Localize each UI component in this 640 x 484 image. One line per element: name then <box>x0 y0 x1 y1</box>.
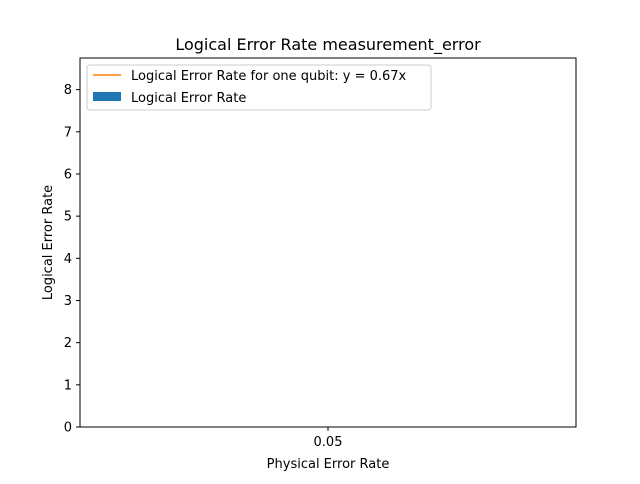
y-tick-label: 8 <box>64 83 72 98</box>
y-tick-label: 7 <box>64 125 72 140</box>
y-tick-label: 6 <box>64 167 72 182</box>
y-tick-label: 2 <box>64 336 72 351</box>
plot-area-frame <box>79 57 577 428</box>
x-tick-label: 0.05 <box>314 435 343 450</box>
x-axis-label: Physical Error Rate <box>267 457 390 472</box>
legend: Logical Error Rate for one qubit: y = 0.… <box>86 64 432 111</box>
y-tick-label: 5 <box>64 210 72 225</box>
y-axis-ticks: 0 1 2 3 4 5 6 7 8 <box>64 83 80 436</box>
y-axis-label: Logical Error Rate <box>41 185 56 300</box>
legend-bar-label: Logical Error Rate <box>131 91 246 106</box>
y-tick-label: 3 <box>64 294 72 309</box>
legend-frame <box>86 64 432 111</box>
legend-line-label: Logical Error Rate for one qubit: y = 0.… <box>131 69 407 84</box>
y-tick-label: 4 <box>64 252 72 267</box>
chart-title: Logical Error Rate measurement_error <box>175 35 481 55</box>
y-tick-label: 1 <box>64 378 72 393</box>
x-axis-ticks: 0.05 <box>314 427 343 450</box>
y-tick-label: 0 <box>64 421 72 436</box>
legend-bar-swatch <box>93 92 121 101</box>
